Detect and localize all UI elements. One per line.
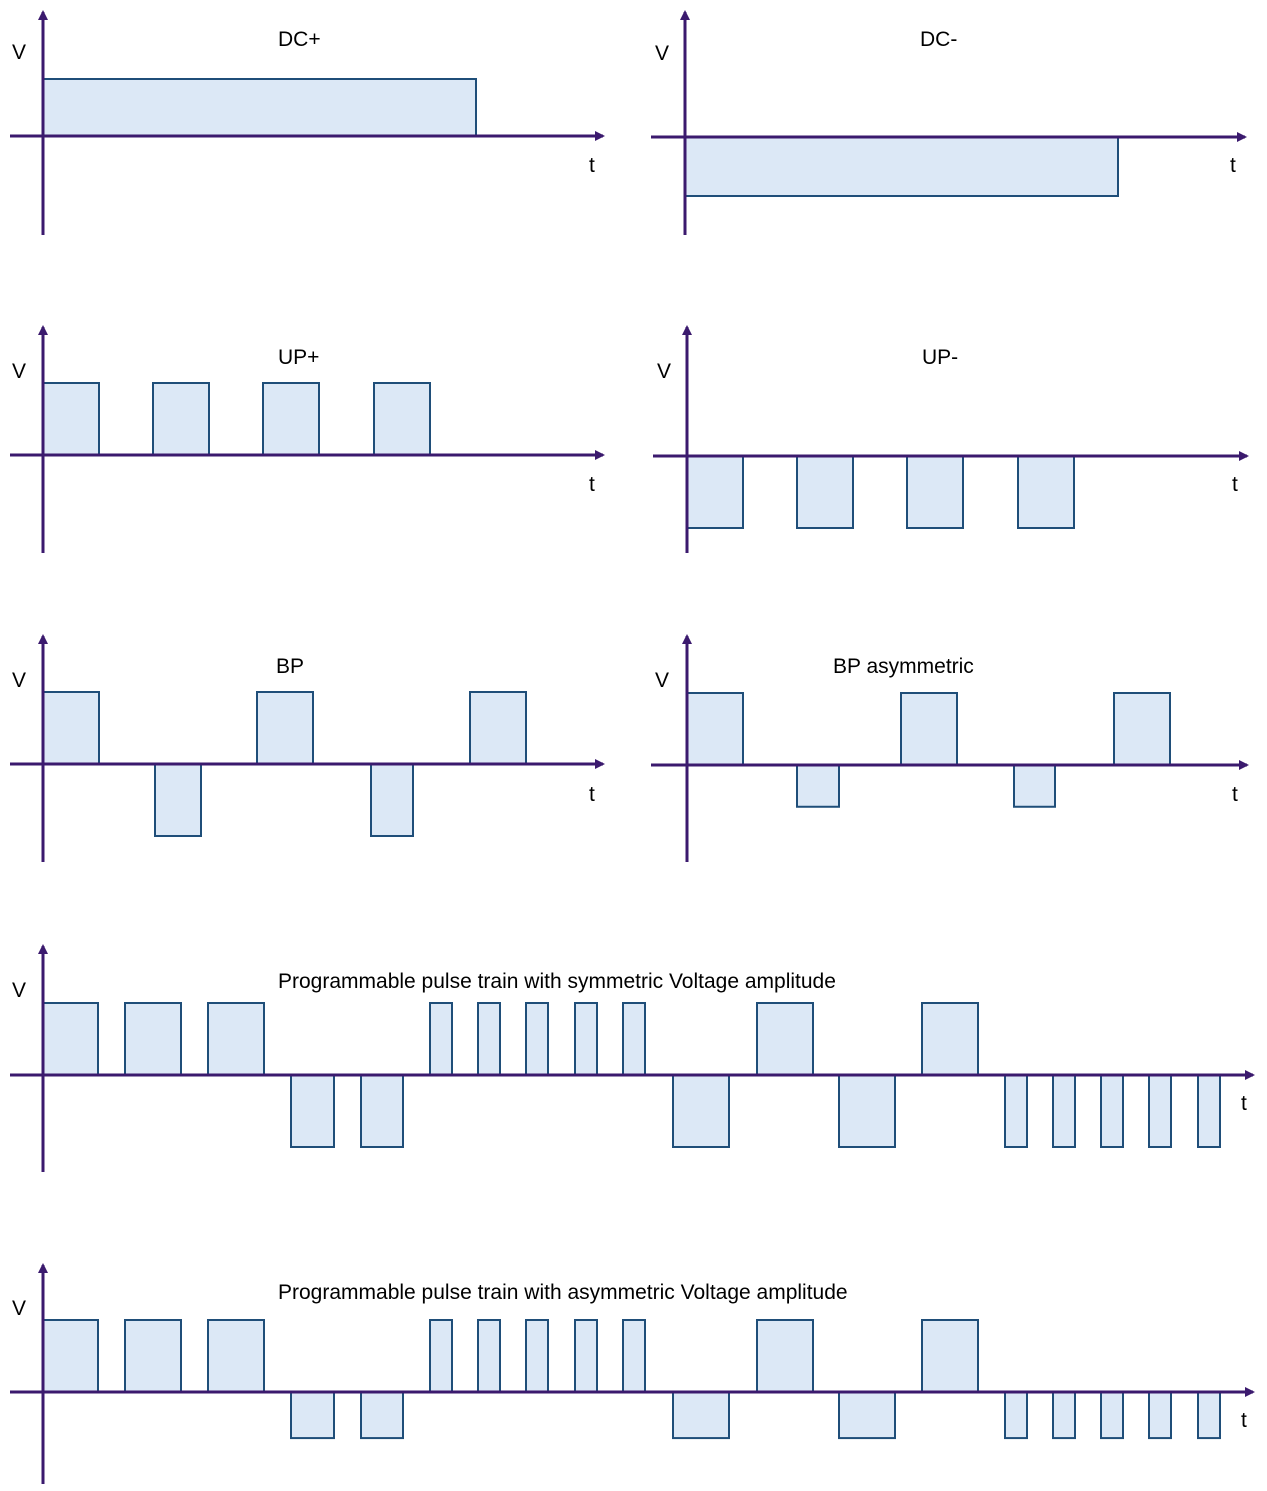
pulse [207, 1002, 265, 1076]
panel-bp [10, 634, 605, 862]
panel-bp-asymmetric [651, 634, 1249, 862]
pulse [684, 136, 1119, 197]
pulse [756, 1002, 814, 1076]
pulse [124, 1319, 182, 1393]
pulse [686, 692, 744, 766]
pulse [906, 455, 964, 529]
pulse [370, 763, 414, 837]
pulse [900, 692, 958, 766]
x-axis-label: t [589, 154, 595, 177]
pulse [622, 1319, 646, 1393]
pulse [256, 691, 314, 765]
pulse [360, 1074, 404, 1148]
panel-programmable-symmetric [10, 944, 1255, 1172]
pulse [796, 455, 854, 529]
pulse [921, 1319, 979, 1393]
panel-up-plus [10, 325, 605, 553]
y-axis-label: V [655, 669, 670, 692]
pulse [672, 1391, 730, 1440]
panel-up-minus [653, 325, 1249, 553]
pulse [1100, 1074, 1124, 1148]
pulse [290, 1391, 335, 1440]
pulse [1017, 455, 1075, 529]
pulse [622, 1002, 646, 1076]
pulse [1197, 1074, 1221, 1148]
pulse [1004, 1074, 1028, 1148]
pulse [290, 1074, 335, 1148]
x-axis-label: t [1230, 154, 1236, 177]
panel-dc-minus [651, 10, 1247, 235]
pulse [1197, 1391, 1221, 1440]
pulse [756, 1319, 814, 1393]
pulse [1004, 1391, 1028, 1440]
x-axis-label: t [589, 783, 595, 806]
y-axis-label: V [655, 42, 670, 65]
x-axis-label: t [1241, 1409, 1247, 1432]
pulse [1113, 692, 1171, 766]
pulse [672, 1074, 730, 1148]
y-axis-label: V [12, 360, 27, 383]
panel-programmable-asymmetric [10, 1263, 1255, 1484]
pulse [429, 1319, 453, 1393]
y-axis-label: V [12, 669, 27, 692]
pulse [838, 1391, 896, 1440]
x-axis-label: t [589, 473, 595, 496]
pulse [42, 691, 100, 765]
pulse [1148, 1391, 1172, 1440]
x-axis-label: t [1232, 783, 1238, 806]
pulse [838, 1074, 896, 1148]
pulse [1052, 1391, 1076, 1440]
pulse [154, 763, 202, 837]
pulse [42, 382, 100, 456]
pulse [477, 1319, 501, 1393]
pulse [42, 78, 477, 137]
panel-title: BP [276, 655, 305, 678]
pulse [796, 764, 840, 808]
panel-title: UP+ [278, 346, 320, 369]
pulse [525, 1319, 549, 1393]
pulse [262, 382, 320, 456]
pulse [525, 1002, 549, 1076]
panel-title: Programmable pulse train with symmetric … [278, 970, 836, 993]
x-axis-label: t [1241, 1092, 1247, 1115]
panel-title: UP- [922, 346, 959, 369]
y-axis-label: V [12, 1297, 27, 1320]
pulse [429, 1002, 453, 1076]
panel-title: BP asymmetric [833, 655, 974, 678]
pulse [207, 1319, 265, 1393]
pulse [1100, 1391, 1124, 1440]
pulse [360, 1391, 404, 1440]
x-axis-label: t [1232, 473, 1238, 496]
panel-title: Programmable pulse train with asymmetric… [278, 1281, 848, 1304]
pulse [152, 382, 210, 456]
pulse [921, 1002, 979, 1076]
pulse [1052, 1074, 1076, 1148]
pulse [42, 1319, 99, 1393]
pulse [1013, 764, 1056, 808]
pulse [124, 1002, 182, 1076]
y-axis-label: V [12, 979, 27, 1002]
pulse [373, 382, 431, 456]
pulse [1148, 1074, 1172, 1148]
y-axis-label: V [657, 360, 672, 383]
panel-title: DC- [920, 28, 958, 51]
panel-dc-plus [10, 10, 605, 235]
pulse [574, 1002, 598, 1076]
pulse [42, 1002, 99, 1076]
panel-title: DC+ [278, 28, 321, 51]
y-axis-label: V [12, 41, 27, 64]
pulse [469, 691, 527, 765]
pulse [477, 1002, 501, 1076]
pulse [686, 455, 744, 529]
pulse [574, 1319, 598, 1393]
